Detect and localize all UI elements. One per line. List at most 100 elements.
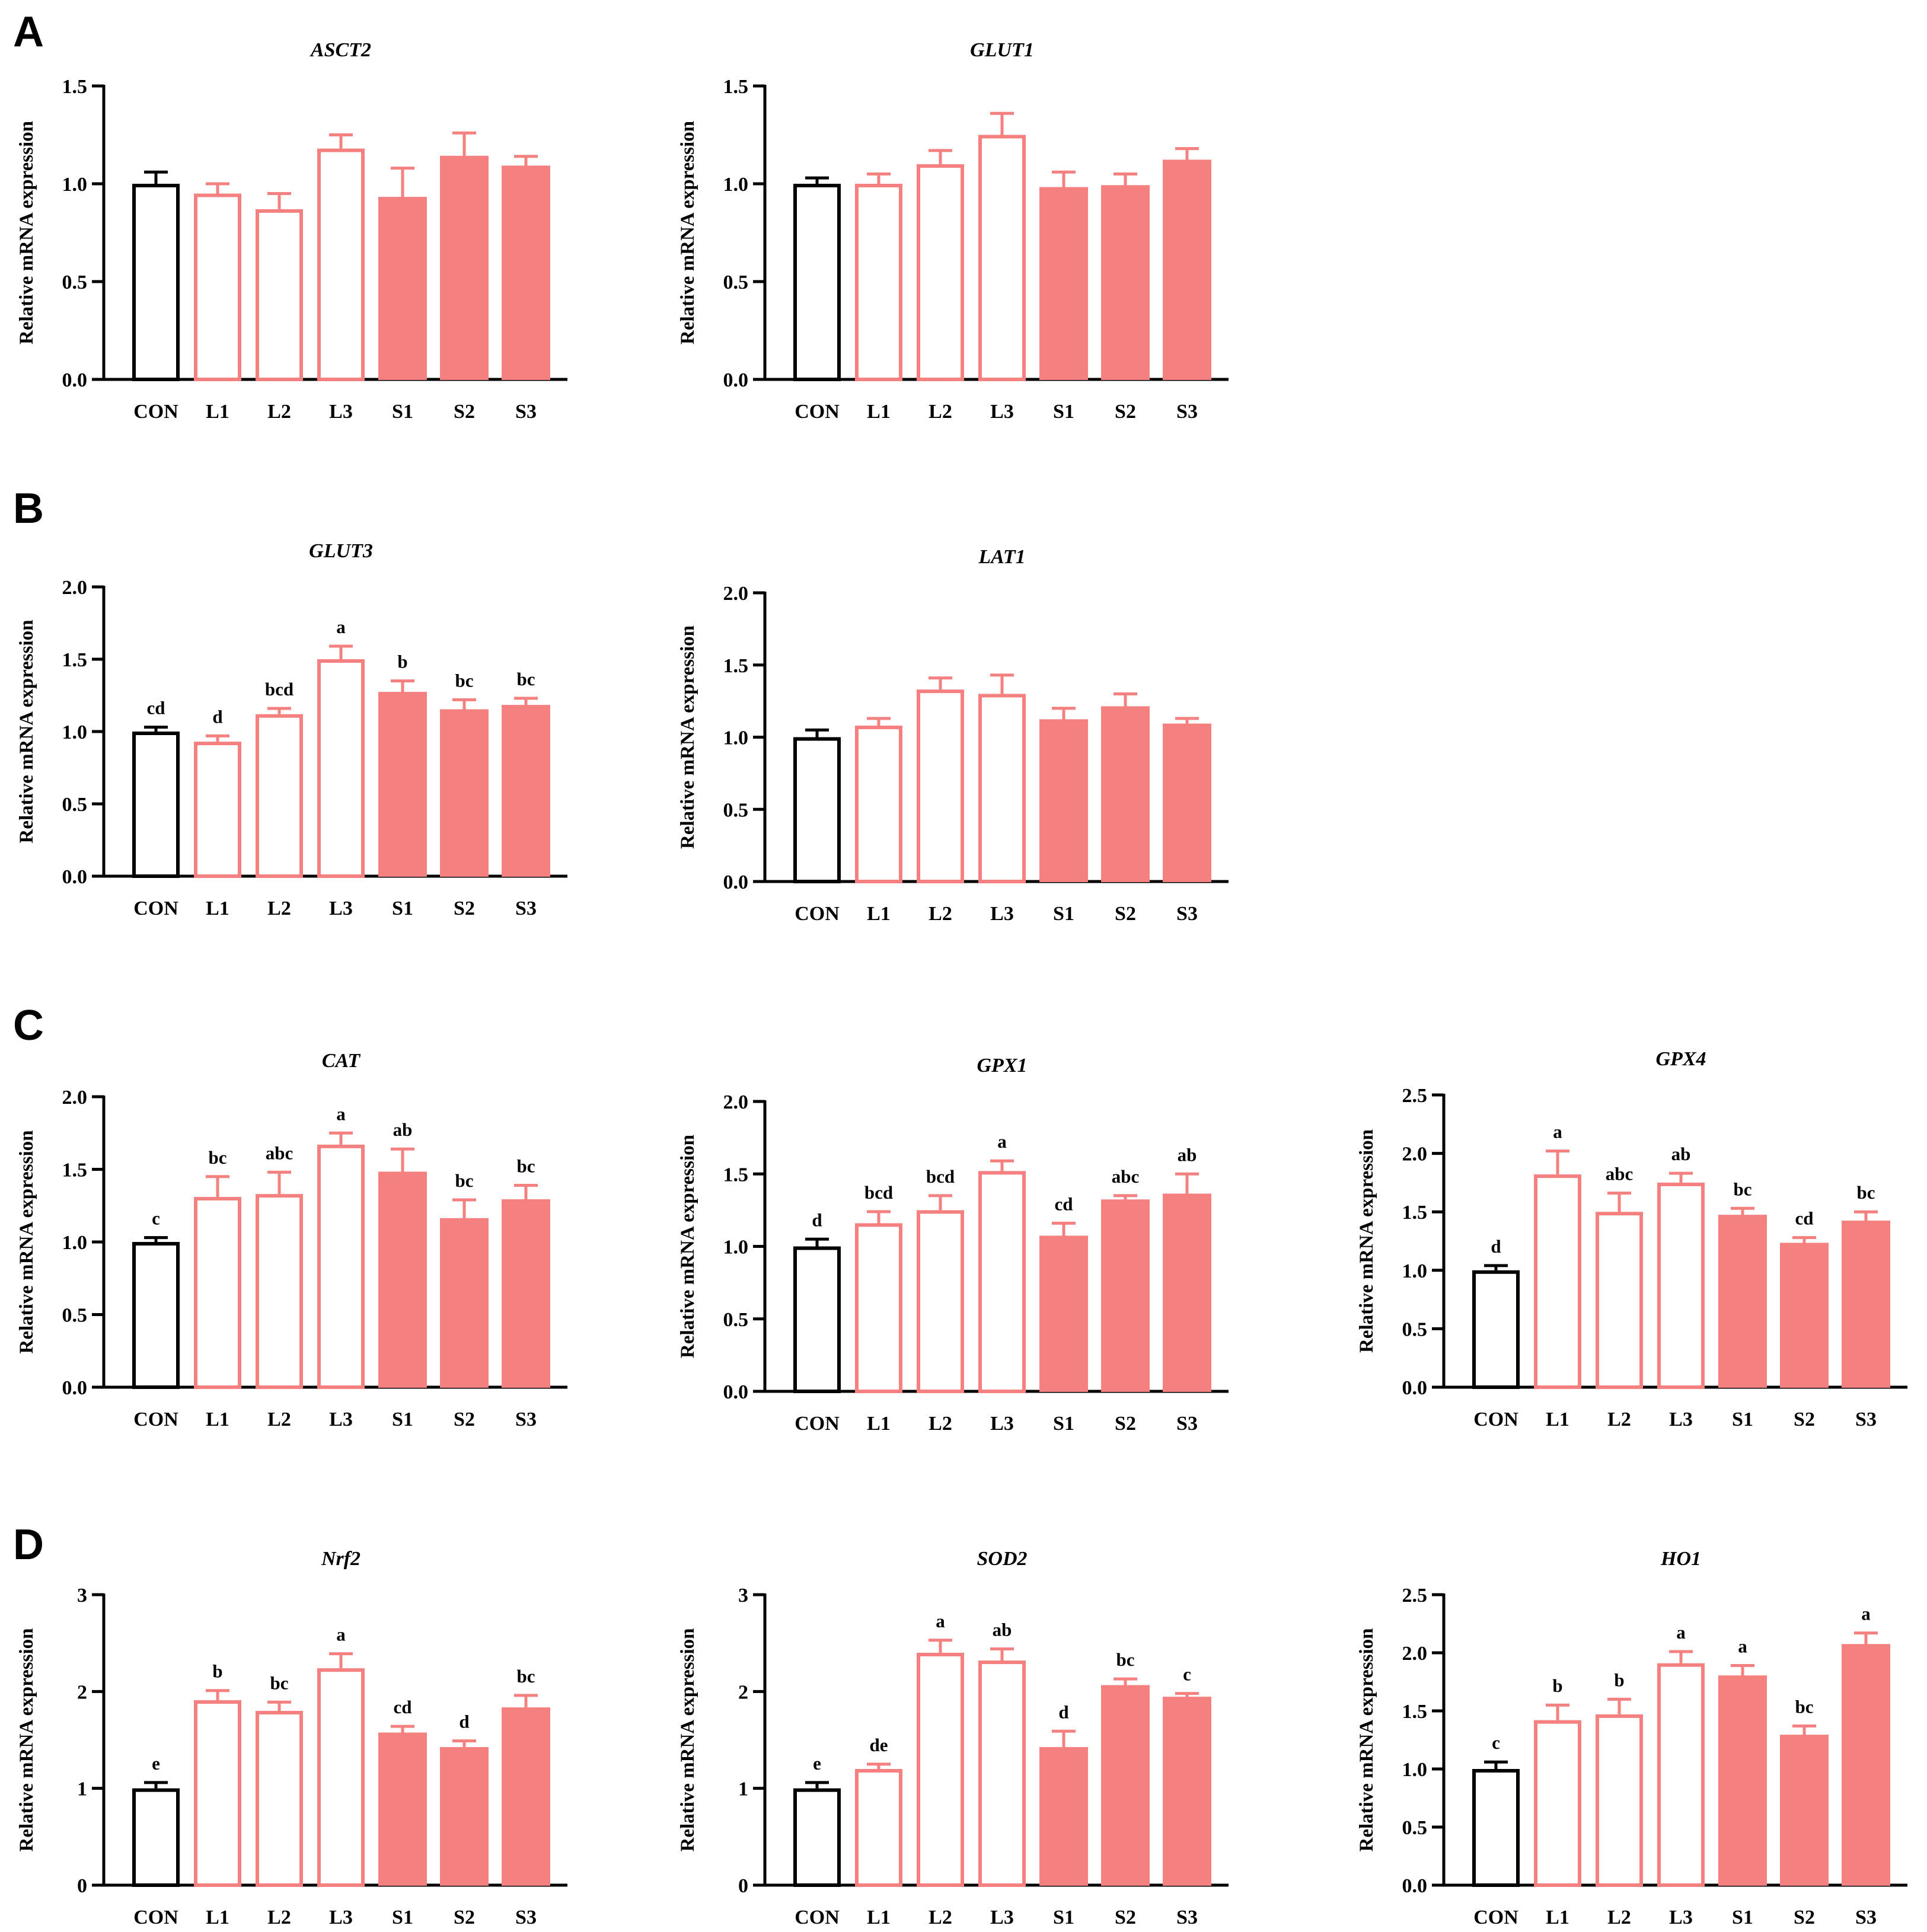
category-label: CON (133, 401, 178, 423)
y-tick-label: 2.0 (723, 583, 749, 605)
category-label: L1 (867, 903, 891, 925)
significance-label: c (1492, 1732, 1500, 1753)
y-tick-label: 1.0 (723, 174, 749, 196)
significance-label: cd (147, 698, 165, 718)
significance-label: ab (393, 1119, 413, 1140)
bar-con (132, 1788, 180, 1888)
category-label: S1 (1053, 1907, 1074, 1928)
bar-s3 (1842, 1644, 1890, 1886)
category-label: S1 (392, 1907, 413, 1928)
y-axis-label: Relative mRNA expression (1356, 1129, 1377, 1353)
category-label: L3 (329, 1409, 353, 1430)
bar-l1 (194, 1700, 241, 1888)
significance-label: e (813, 1753, 821, 1774)
bar-chart-nrf2: 0 1 2 3 Relative mRNA expression Nrf2 e CON b L1 b… (16, 1548, 567, 1928)
category-label: S3 (1176, 1413, 1198, 1435)
category-label: L2 (267, 1409, 291, 1430)
bar-l2 (1596, 1212, 1643, 1389)
y-tick-label: 1 (77, 1778, 87, 1800)
category-label: L2 (929, 1413, 952, 1435)
category-label: L3 (990, 1413, 1014, 1435)
bar-l3 (317, 659, 365, 878)
significance-label: bcd (864, 1182, 893, 1203)
bar-s3 (502, 705, 550, 877)
category-label: S3 (1176, 903, 1198, 925)
bar-l2 (256, 209, 303, 381)
y-tick-label: 1.5 (723, 1164, 749, 1186)
category-label: L1 (1546, 1907, 1569, 1928)
chart-title: SOD2 (977, 1548, 1027, 1570)
y-tick-label: 0.5 (62, 794, 88, 816)
category-label: L3 (1669, 1409, 1693, 1430)
bar-l3 (978, 135, 1026, 381)
bar-l1 (1534, 1174, 1581, 1389)
y-tick-label: 0.0 (62, 866, 88, 888)
bar-s1 (1039, 1747, 1088, 1886)
significance-label: bc (455, 1170, 474, 1191)
y-tick-label: 1.0 (62, 1232, 88, 1254)
bar-l3 (978, 1171, 1026, 1393)
y-tick-label: 1.5 (62, 1160, 88, 1181)
y-tick-label: 1.0 (723, 727, 749, 749)
category-label: S3 (515, 1907, 537, 1928)
category-label: L1 (867, 401, 891, 423)
y-tick-label: 2.0 (723, 1091, 749, 1113)
significance-label: a (1861, 1604, 1871, 1624)
category-label: S1 (392, 898, 413, 919)
y-axis-label: Relative mRNA expression (16, 619, 37, 843)
y-tick-label: 1 (738, 1778, 748, 1800)
bar-chart-glut3: 0.0 0.5 1.0 1.5 2.0 Relative mRNA expression G… (16, 540, 567, 919)
bar-s1 (378, 692, 427, 877)
category-label: CON (795, 1413, 840, 1435)
bar-l1 (194, 1197, 241, 1390)
category-label: S2 (1115, 1907, 1136, 1928)
bar-l1 (194, 193, 241, 381)
bar-l1 (855, 726, 902, 884)
y-tick-label: 0 (738, 1875, 748, 1897)
bar-con (793, 1246, 841, 1393)
bar-l3 (1657, 1663, 1705, 1887)
significance-label: abc (1606, 1164, 1634, 1184)
y-tick-label: 0.0 (62, 369, 88, 391)
category-label: S1 (392, 1409, 413, 1430)
category-label: S1 (1732, 1409, 1753, 1430)
category-label: L1 (206, 1409, 229, 1430)
chart-title: GPX1 (977, 1055, 1028, 1077)
bar-l2 (256, 714, 303, 878)
bar-l2 (256, 1194, 303, 1390)
bar-s3 (1163, 723, 1211, 882)
significance-label: bc (270, 1672, 289, 1693)
bar-s2 (1101, 1685, 1150, 1886)
panel-label-c: C (13, 1002, 44, 1049)
y-tick-label: 0.0 (723, 369, 749, 391)
category-label: S2 (1115, 903, 1136, 925)
bar-con (132, 184, 180, 381)
significance-label: a (1738, 1636, 1747, 1657)
chart-title: GLUT1 (970, 39, 1034, 61)
y-tick-label: 0.5 (723, 799, 749, 821)
significance-label: ab (1178, 1144, 1197, 1165)
bar-s1 (378, 1732, 427, 1886)
y-tick-label: 0.5 (723, 272, 749, 293)
category-label: S2 (454, 401, 475, 423)
significance-label: bc (517, 669, 535, 689)
bar-chart-glut1: 0.0 0.5 1.0 1.5 Relative mRNA expression GLUT… (677, 39, 1229, 423)
significance-label: bcd (265, 679, 293, 700)
category-label: L3 (990, 1907, 1014, 1928)
y-tick-label: 2.0 (1402, 1643, 1428, 1665)
bar-con (793, 184, 841, 381)
category-label: L2 (267, 1907, 291, 1928)
category-label: L3 (990, 401, 1014, 423)
chart-title: GLUT3 (309, 540, 373, 562)
bar-s2 (440, 709, 489, 877)
y-axis-label: Relative mRNA expression (677, 1628, 698, 1851)
significance-label: b (1552, 1675, 1562, 1696)
bar-s2 (440, 1218, 489, 1388)
significance-label: abc (266, 1142, 293, 1163)
bar-l2 (1596, 1714, 1643, 1887)
y-tick-label: 3 (77, 1585, 87, 1607)
category-label: CON (133, 1907, 178, 1928)
panel-label-d: D (13, 1521, 44, 1569)
panel-label-b: B (13, 485, 44, 532)
bar-s2 (1101, 706, 1150, 882)
